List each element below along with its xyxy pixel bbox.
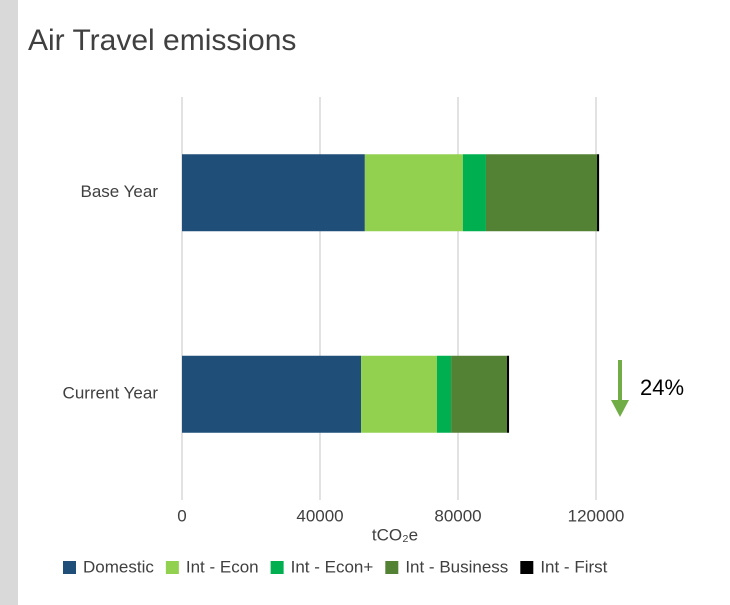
- bar-segment: [361, 355, 437, 433]
- legend-label: Int - First: [540, 557, 607, 576]
- legend-swatch: [165, 561, 179, 574]
- legend-label: Int - Econ: [186, 557, 259, 576]
- side-strip: [0, 0, 18, 605]
- x-tick-label: 120000: [568, 506, 625, 525]
- x-tick-label: 0: [177, 506, 186, 525]
- legend-swatch: [63, 561, 76, 574]
- x-tick-label: 80000: [434, 506, 481, 525]
- bar-segment: [597, 154, 600, 232]
- annotation: 24%: [640, 375, 684, 400]
- y-tick-label: Current Year: [63, 384, 159, 403]
- bar-segment: [451, 355, 507, 433]
- legend-swatch: [385, 561, 399, 574]
- bar-segment: [364, 154, 463, 232]
- annotation-arrowhead: [611, 400, 629, 417]
- bar-segment: [436, 355, 452, 433]
- bar-segment: [462, 154, 486, 232]
- legend-label: Int - Econ+: [291, 557, 374, 576]
- legend-swatch: [520, 561, 534, 574]
- bar-segment: [485, 154, 598, 232]
- x-axis-label: tCO₂e: [372, 525, 418, 544]
- legend-label: Domestic: [83, 557, 154, 576]
- bar-segment: [182, 154, 365, 232]
- y-tick-label: Base Year: [80, 182, 158, 201]
- legend-swatch: [270, 561, 284, 574]
- bar-segment: [182, 355, 362, 433]
- legend-label: Int - Business: [405, 557, 508, 576]
- chart-title: Air Travel emissions: [28, 24, 296, 57]
- x-tick-label: 40000: [296, 506, 343, 525]
- bar-segment: [506, 355, 510, 433]
